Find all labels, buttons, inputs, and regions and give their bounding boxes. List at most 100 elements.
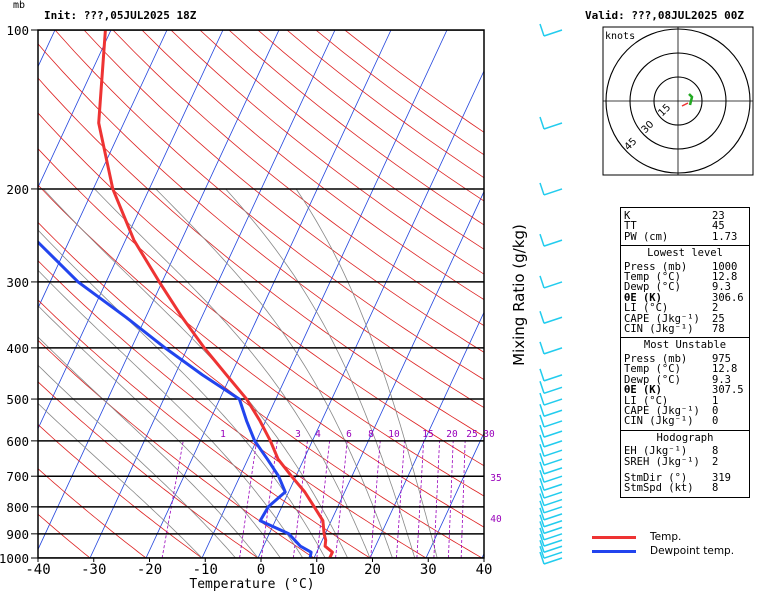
dry-adiabat-line [38, 184, 484, 528]
wind-barb-flag [539, 23, 545, 37]
isotherm-line [89, 30, 336, 558]
dry-adiabat-line [170, 30, 484, 275]
index-label: K [624, 210, 631, 222]
wind-barb-shaft [543, 347, 563, 355]
wind-barb [539, 424, 563, 438]
wind-barb-shaft [543, 475, 563, 483]
index-row-k: K 23 [621, 210, 749, 222]
index-label: CAPE (Jkg⁻¹) [624, 312, 700, 325]
wind-barb [539, 540, 563, 553]
wind-barb [539, 461, 563, 475]
index-label: StmSpd (kt) [624, 482, 694, 495]
wind-barb [539, 443, 563, 457]
wind-barb-flag [539, 381, 545, 394]
wind-barb [539, 469, 563, 483]
dry-adiabat-line [38, 112, 484, 467]
wind-barb-flag [539, 452, 545, 466]
wind-barb-shaft [543, 316, 563, 324]
dry-adiabat-line [38, 424, 203, 558]
pressure-tick-label: 100 [6, 23, 29, 38]
dry-adiabat-line [38, 77, 484, 437]
mixing-ratio-value-label: 4 [315, 429, 321, 440]
mixing-ratio-value-label: 25 [466, 429, 477, 440]
wind-barb-flag [539, 527, 545, 541]
wind-barb-flag [539, 493, 545, 506]
wind-barb-flag [539, 485, 545, 499]
legend-swatch [592, 535, 636, 539]
wind-barb [539, 514, 563, 528]
plot-frame [37, 29, 485, 559]
x-axis-title: Temperature (°C) [189, 577, 314, 591]
dewpoint-profile-line [38, 240, 313, 558]
index-value: 0 [712, 404, 719, 417]
pressure-tick-label: 1000 [0, 551, 29, 566]
mixing-ratio-label: Mixing Ratio (g/kg) [510, 224, 528, 366]
section-title: Hodograph [656, 431, 714, 444]
dry-adiabat-line [141, 30, 484, 301]
index-label: EH (Jkg⁻¹) [624, 445, 688, 458]
index-value: 1 [712, 394, 719, 407]
wind-barb [539, 527, 563, 541]
legend-item-dewpoint: Dewpoint temp. [592, 544, 734, 558]
wind-barb [539, 507, 563, 521]
moist-adiabat-line [38, 269, 304, 558]
index-value: 1.73 [712, 230, 738, 243]
index-label: Dewp (°C) [624, 281, 681, 294]
index-value: 8 [712, 445, 719, 458]
wind-barb [539, 434, 563, 448]
index-label: SREH (Jkg⁻¹) [624, 455, 700, 468]
isotherm-line [38, 30, 112, 189]
index-value: 2 [712, 302, 719, 315]
temperature-tick-label: -40 [25, 562, 50, 578]
mixing-ratio-line [416, 440, 425, 558]
index-value: 12.8 [712, 363, 738, 376]
wind-barb-flag [539, 507, 545, 521]
legend-label: Temp. [650, 531, 682, 543]
hodograph-section: Hodograph EH (Jkg⁻¹) 8 SREH (Jkg⁻¹) 2 StmD… [621, 429, 749, 497]
dry-adiabat-line [38, 221, 483, 558]
index-value: 2 [712, 455, 719, 468]
index-label: Press (mb) [624, 260, 688, 273]
index-value: 307.5 [712, 384, 744, 397]
temperature-tick-label: -10 [193, 562, 218, 578]
mixing-ratio-value-label: 40 [490, 514, 502, 525]
wind-barb-flag [539, 392, 545, 406]
index-label: CIN (Jkg⁻¹) [624, 323, 694, 336]
wind-barb-shaft [543, 29, 563, 37]
dry-adiabat-line [38, 513, 91, 558]
pressure-tick-label: 500 [6, 392, 29, 407]
pressure-tick-label: 800 [6, 500, 29, 515]
wind-barb-flag [539, 500, 545, 514]
mixing-ratio-line [448, 440, 454, 558]
section-title: Lowest level [647, 247, 723, 260]
index-row-pw: PW (cm) 1.73 [621, 230, 749, 243]
index-value: 12.8 [712, 271, 738, 284]
mixing-ratio-value-label: 8 [368, 429, 374, 440]
wind-barb-flag [539, 311, 545, 324]
wind-barb-flag [539, 478, 545, 491]
temperature-tick-label: 30 [420, 562, 437, 578]
wind-barb-shaft [543, 281, 563, 289]
wind-barb-shaft [543, 440, 563, 448]
wind-barb [539, 23, 563, 37]
dry-adiabat-line [54, 30, 484, 381]
index-value: 306.6 [712, 291, 744, 304]
index-value: 319 [712, 471, 731, 484]
isotherm-line [425, 432, 484, 558]
wind-barb [539, 452, 563, 466]
index-label: Press (mb) [624, 352, 688, 365]
dry-adiabat-line [112, 30, 484, 327]
wind-barb [539, 368, 563, 382]
wind-barb-shaft [543, 430, 563, 438]
wind-barb-flag [539, 414, 545, 428]
mixing-ratio-line [396, 440, 405, 558]
index-label: CAPE (Jkg⁻¹) [624, 404, 700, 417]
index-label: CIN (Jkg⁻¹) [624, 415, 694, 428]
pressure-unit-label: mb [13, 0, 26, 11]
wind-barb [539, 521, 563, 535]
mixing-ratio-value-label: 15 [422, 429, 433, 440]
wind-barb-flag [539, 551, 545, 565]
wind-barb-shaft [543, 449, 563, 457]
mixing-ratio-line [370, 440, 381, 558]
